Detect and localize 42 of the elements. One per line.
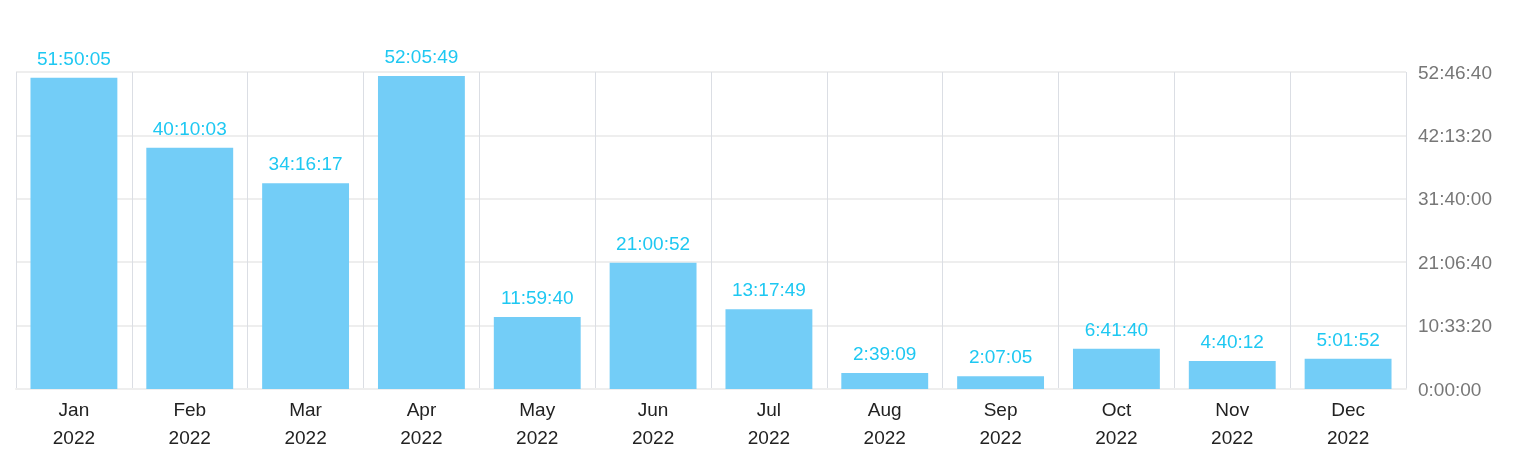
bar (609, 262, 697, 389)
x-tick-label: Apr 2022 (400, 398, 443, 448)
data-label: 5:01:52 (1316, 328, 1380, 350)
data-label: 51:50:05 (36, 47, 111, 69)
data-label: 4:40:12 (1200, 330, 1264, 352)
x-tick-label: Oct 2022 (1095, 398, 1138, 448)
x-tick-label: Sep 2022 (979, 398, 1022, 448)
y-tick-label: 42:13:20 (1418, 124, 1492, 146)
y-tick-label: 10:33:20 (1418, 315, 1492, 337)
data-label: 21:00:52 (616, 232, 691, 254)
data-label: 2:07:05 (968, 346, 1033, 368)
data-label: 11:59:40 (500, 286, 574, 308)
bar (1072, 348, 1160, 389)
data-label: 13:17:49 (731, 279, 806, 301)
x-tick-label: Aug 2022 (863, 398, 906, 448)
bar (1304, 358, 1392, 389)
y-tick-label: 0:00:00 (1418, 378, 1482, 400)
bar (1188, 360, 1276, 389)
x-tick-label: Jun 2022 (631, 398, 675, 448)
bar (377, 76, 465, 389)
x-tick-label: Feb 2022 (168, 398, 211, 448)
x-tick-label: Dec 2022 (1326, 398, 1370, 448)
x-tick-label: Mar 2022 (284, 398, 327, 448)
x-tick-label: Jul 2022 (747, 398, 791, 448)
bar (30, 77, 118, 389)
data-label: 34:16:17 (268, 153, 343, 175)
data-label: 6:41:40 (1084, 318, 1149, 340)
y-tick-label: 52:46:40 (1418, 61, 1492, 83)
bar (957, 376, 1045, 389)
data-label: 52:05:49 (384, 46, 459, 68)
x-tick-label: May 2022 (516, 398, 559, 448)
x-tick-label: Nov 2022 (1211, 398, 1254, 448)
bar (262, 183, 350, 389)
x-tick-label: Jan 2022 (52, 398, 96, 448)
data-label: 40:10:03 (152, 117, 227, 139)
bar (841, 373, 929, 389)
data-label: 2:39:09 (853, 343, 917, 365)
bar (493, 316, 581, 389)
y-tick-label: 21:06:40 (1418, 251, 1492, 273)
bar (146, 147, 234, 389)
y-tick-label: 31:40:00 (1418, 188, 1492, 210)
bar (725, 309, 813, 389)
